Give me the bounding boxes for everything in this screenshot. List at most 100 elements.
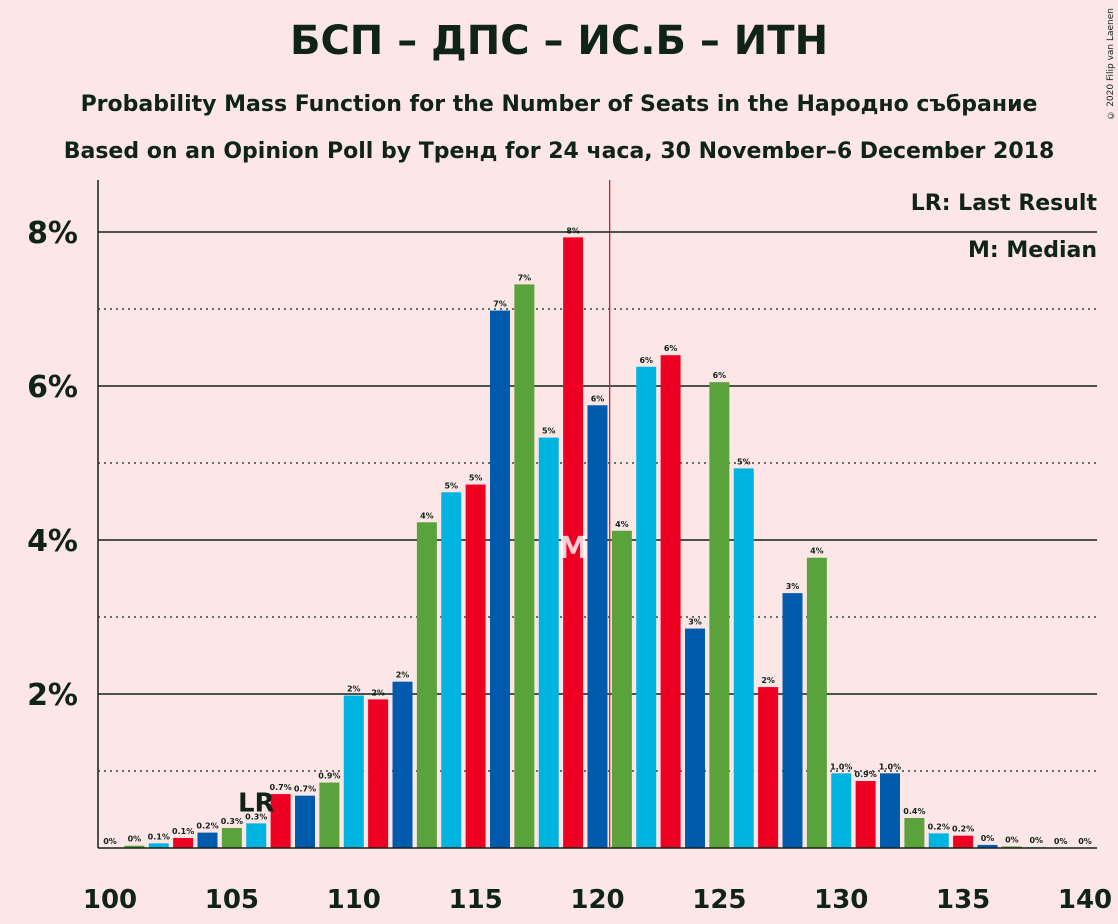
bar-122 xyxy=(636,366,657,848)
bar-105 xyxy=(221,827,242,848)
chart-subtitle: Probability Mass Function for the Number… xyxy=(80,92,1038,117)
data-label-127: 2% xyxy=(761,676,775,685)
bar-135 xyxy=(953,835,974,848)
data-label-126: 5% xyxy=(737,457,751,466)
bar-126 xyxy=(733,468,754,848)
data-label-121: 4% xyxy=(615,520,629,529)
data-label-117: 7% xyxy=(518,273,532,282)
bar-131 xyxy=(855,781,876,848)
median-marker: M xyxy=(558,531,588,566)
bar-106 xyxy=(246,823,267,848)
x-tick-label-120: 120 xyxy=(570,885,624,915)
data-label-124: 3% xyxy=(688,618,702,627)
bar-120 xyxy=(587,405,608,848)
x-tick-label-125: 125 xyxy=(692,885,746,915)
data-label-112: 2% xyxy=(396,671,410,680)
bar-103 xyxy=(173,837,194,848)
data-label-140: 0% xyxy=(1078,837,1092,846)
x-tick-label-110: 110 xyxy=(327,885,381,915)
bar-104 xyxy=(197,832,218,848)
data-label-125: 6% xyxy=(713,371,727,380)
data-label-131: 0.9% xyxy=(855,770,877,779)
data-label-136: 0% xyxy=(981,834,995,843)
bar-111 xyxy=(368,699,389,848)
y-tick-label-6: 6% xyxy=(27,370,78,405)
data-label-118: 5% xyxy=(542,427,556,436)
data-label-113: 4% xyxy=(420,511,434,520)
x-tick-label-115: 115 xyxy=(448,885,502,915)
data-label-139: 0% xyxy=(1054,837,1068,846)
chart-title: БСП – ДПС – ИС.Б – ИТН xyxy=(289,18,829,64)
bar-109 xyxy=(319,782,340,848)
data-label-108: 0.7% xyxy=(294,785,316,794)
bar-118 xyxy=(538,437,559,848)
data-label-100: 0% xyxy=(103,837,117,846)
data-label-123: 6% xyxy=(664,344,678,353)
bar-114 xyxy=(441,492,462,848)
bar-113 xyxy=(416,522,437,848)
x-tick-label-140: 140 xyxy=(1058,885,1112,915)
bar-117 xyxy=(514,284,535,848)
chart-subtitle-source: Based on an Opinion Poll by Тренд for 24… xyxy=(63,139,1055,164)
data-label-102: 0.1% xyxy=(148,832,170,841)
data-label-138: 0% xyxy=(1029,836,1043,845)
bar-128 xyxy=(782,593,803,848)
data-label-135: 0.2% xyxy=(952,825,974,834)
bar-121 xyxy=(611,530,632,848)
bar-116 xyxy=(490,310,510,848)
data-label-120: 6% xyxy=(591,394,605,403)
bar-132 xyxy=(880,773,900,848)
bar-134 xyxy=(928,833,949,848)
bar-137 xyxy=(1001,846,1022,848)
x-tick-label-135: 135 xyxy=(936,885,990,915)
data-label-133: 0.4% xyxy=(903,807,925,816)
y-tick-label-2: 2% xyxy=(27,678,78,713)
bar-123 xyxy=(660,355,681,848)
y-tick-label-8: 8% xyxy=(27,216,78,251)
legend-last-result: LR: Last Result xyxy=(911,191,1098,216)
data-labels: 0% 0% 0.1%0.1%0.2%0.3%0.3%0.7% 0.7%0.9%2% 2%… xyxy=(103,226,1092,846)
bar-136 xyxy=(977,844,998,848)
data-label-105: 0.3% xyxy=(221,817,243,826)
x-tick-label-130: 130 xyxy=(814,885,868,915)
x-tick-label-105: 105 xyxy=(205,885,259,915)
bar-124 xyxy=(685,628,705,848)
axes: 2% 4% 6% 8% 100 105 110 115 120 125 130 135 140 LR M xyxy=(27,180,1112,915)
bar-125 xyxy=(709,382,730,848)
data-label-134: 0.2% xyxy=(928,822,950,831)
bar-119 xyxy=(563,237,584,848)
data-label-104: 0.2% xyxy=(196,822,218,831)
x-tick-label-100: 100 xyxy=(83,885,137,915)
last-result-marker: LR xyxy=(238,788,275,818)
data-label-115: 5% xyxy=(469,474,483,483)
bar-127 xyxy=(758,687,779,848)
data-label-132: 1.0% xyxy=(879,762,901,771)
y-tick-label-4: 4% xyxy=(27,524,78,559)
data-label-116: 7% xyxy=(493,300,507,309)
bar-110 xyxy=(343,695,364,848)
data-label-137: 0% xyxy=(1005,835,1019,844)
bar-101 xyxy=(124,845,145,848)
data-label-122: 6% xyxy=(639,356,653,365)
bar-107 xyxy=(270,794,291,848)
bar-130 xyxy=(831,773,852,848)
bar-108 xyxy=(295,795,315,848)
bar-115 xyxy=(465,484,486,848)
data-label-119: 8% xyxy=(566,226,580,235)
data-label-130: 1.0% xyxy=(830,762,852,771)
data-label-129: 4% xyxy=(810,547,824,556)
data-label-107: 0.7% xyxy=(270,783,292,792)
legend-median: M: Median xyxy=(968,238,1097,263)
data-label-110: 2% xyxy=(347,685,361,694)
bars xyxy=(124,237,1047,848)
bar-129 xyxy=(806,557,827,848)
data-label-101: 0% xyxy=(128,835,142,844)
data-label-109: 0.9% xyxy=(318,772,340,781)
data-label-114: 5% xyxy=(444,481,458,490)
data-label-106: 0.3% xyxy=(245,812,267,821)
data-label-103: 0.1% xyxy=(172,827,194,836)
data-label-128: 3% xyxy=(786,582,800,591)
bar-112 xyxy=(392,681,413,848)
data-label-111: 2% xyxy=(371,688,385,697)
